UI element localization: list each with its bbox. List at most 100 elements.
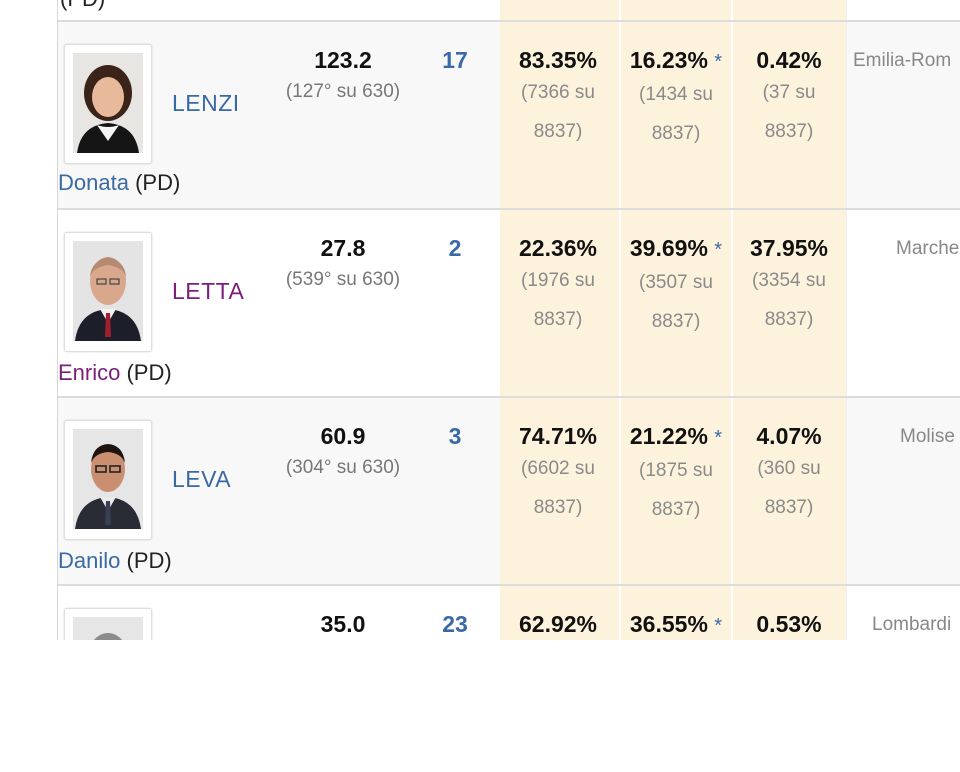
deputy-party: (PD) bbox=[135, 170, 181, 195]
score-value: 27.8 bbox=[320, 235, 366, 261]
pct-detail: 8837) bbox=[533, 309, 583, 330]
pct-cell-2: 21.22% * (1875 su 8837) bbox=[618, 398, 734, 529]
score-cell: 35.0 bbox=[278, 586, 408, 637]
count-link[interactable]: 2 bbox=[448, 235, 462, 261]
score-value: 35.0 bbox=[320, 611, 366, 637]
deputy-first-name-link[interactable]: Danilo bbox=[58, 548, 121, 573]
pct-value-row: 21.22% * bbox=[618, 423, 734, 451]
score-rank: (127° su 630) bbox=[285, 81, 401, 102]
pct-cell-2: 36.55% * bbox=[618, 586, 734, 639]
deputy-name: Danilo (PD) bbox=[58, 548, 172, 574]
score-rank: (539° su 630) bbox=[285, 269, 401, 290]
table-left-border bbox=[57, 0, 58, 640]
pct-detail: (7366 su bbox=[521, 82, 595, 103]
star-marker: * bbox=[714, 615, 723, 637]
vote-columns-highlight-overlay bbox=[500, 0, 846, 640]
deputy-photo[interactable] bbox=[64, 608, 152, 640]
pct-cell-1: 22.36% (1976 su 8837) bbox=[500, 210, 616, 339]
pct-value: 62.92% bbox=[518, 611, 597, 637]
pct-value: 22.36% bbox=[518, 235, 597, 261]
row-divider bbox=[58, 396, 960, 398]
pct-value: 21.22% bbox=[629, 423, 708, 449]
pct-value: 39.69% bbox=[629, 235, 708, 261]
pct-detail: (360 su bbox=[757, 458, 821, 479]
region-cell: Marche bbox=[896, 238, 960, 259]
star-marker: * bbox=[714, 51, 723, 73]
pct-detail: 8837) bbox=[533, 497, 583, 518]
pct-value-row: 36.55% * bbox=[618, 611, 734, 639]
region-cell: Molise bbox=[900, 426, 955, 447]
pct-value: 37.95% bbox=[749, 235, 828, 261]
pct-value: 36.55% bbox=[629, 611, 708, 637]
pct-value: 83.35% bbox=[518, 47, 597, 73]
pct-detail: 8837) bbox=[764, 497, 814, 518]
pct-value: 4.07% bbox=[756, 423, 822, 449]
pct-detail: 8837) bbox=[764, 309, 814, 330]
pct-detail: (37 su bbox=[762, 82, 816, 103]
deputy-name: Enrico (PD) bbox=[58, 360, 172, 386]
region-cell: Lombardi bbox=[872, 614, 952, 635]
pct-detail: (3507 su bbox=[639, 272, 713, 293]
pct-value-row: 39.69% * bbox=[618, 235, 734, 263]
pct-value-row: 16.23% * bbox=[618, 47, 734, 75]
star-marker: * bbox=[714, 427, 723, 449]
deputy-party: (PD) bbox=[126, 360, 172, 385]
pct-cell-3: 0.42% (37 su 8837) bbox=[731, 22, 847, 151]
pct-detail: (1976 su bbox=[521, 270, 595, 291]
pct-detail: 8837) bbox=[764, 121, 814, 142]
column-separator bbox=[731, 0, 733, 640]
pct-detail: (1875 su bbox=[639, 460, 713, 481]
pct-value: 0.42% bbox=[756, 47, 822, 73]
pct-detail: 8837) bbox=[651, 123, 701, 144]
column-separator bbox=[846, 0, 847, 640]
previous-row-party: (PD) bbox=[60, 0, 105, 12]
deputy-name: Donata (PD) bbox=[58, 170, 180, 196]
deputy-row-lenzi: LENZI Donata (PD) 123.2 (127° su 630) 17… bbox=[58, 22, 960, 208]
score-value: 123.2 bbox=[314, 47, 372, 73]
deputy-row-letta: LETTA Enrico (PD) 27.8 (539° su 630) 2 2… bbox=[58, 210, 960, 396]
pct-cell-1: 62.92% bbox=[500, 586, 616, 637]
score-cell: 60.9 (304° su 630) bbox=[278, 398, 408, 479]
deputy-surname-link[interactable]: LENZI bbox=[172, 90, 240, 116]
deputy-photo[interactable] bbox=[64, 232, 152, 352]
pct-detail: 8837) bbox=[651, 311, 701, 332]
deputy-first-name-link[interactable]: Donata bbox=[58, 170, 129, 195]
pct-detail: 8837) bbox=[651, 499, 701, 520]
row-divider bbox=[58, 20, 960, 22]
count-link[interactable]: 3 bbox=[448, 423, 462, 449]
row-divider bbox=[58, 208, 960, 210]
deputy-surname-link[interactable]: LEVA bbox=[172, 466, 232, 492]
score-cell: 27.8 (539° su 630) bbox=[278, 210, 408, 291]
deputy-party: (PD) bbox=[126, 548, 172, 573]
row-divider bbox=[58, 584, 960, 586]
pct-value: 74.71% bbox=[518, 423, 597, 449]
pct-detail: (3354 su bbox=[752, 270, 826, 291]
portrait-man-icon bbox=[73, 429, 143, 529]
count-link[interactable]: 17 bbox=[442, 47, 468, 73]
score-cell: 123.2 (127° su 630) bbox=[278, 22, 408, 103]
pct-detail: (1434 su bbox=[639, 84, 713, 105]
pct-cell-3: 37.95% (3354 su 8837) bbox=[731, 210, 847, 339]
star-marker: * bbox=[714, 239, 723, 261]
score-rank: (304° su 630) bbox=[285, 457, 401, 478]
score-value: 60.9 bbox=[320, 423, 366, 449]
pct-detail: (6602 su bbox=[521, 458, 595, 479]
deputy-photo[interactable] bbox=[64, 44, 152, 164]
deputy-photo[interactable] bbox=[64, 420, 152, 540]
pct-cell-2: 39.69% * (3507 su 8837) bbox=[618, 210, 734, 341]
deputy-first-name-link[interactable]: Enrico bbox=[58, 360, 121, 385]
pct-cell-2: 16.23% * (1434 su 8837) bbox=[618, 22, 734, 153]
portrait-man-icon bbox=[73, 241, 143, 341]
pct-cell-3: 4.07% (360 su 8837) bbox=[731, 398, 847, 527]
count-link[interactable]: 23 bbox=[442, 611, 468, 637]
portrait-man-icon bbox=[73, 617, 143, 640]
portrait-woman-icon bbox=[73, 53, 143, 153]
pct-value: 16.23% bbox=[629, 47, 708, 73]
deputy-surname-link[interactable]: LETTA bbox=[172, 278, 245, 304]
pct-cell-1: 74.71% (6602 su 8837) bbox=[500, 398, 616, 527]
pct-cell-1: 83.35% (7366 su 8837) bbox=[500, 22, 616, 151]
pct-detail: 8837) bbox=[533, 121, 583, 142]
column-separator bbox=[619, 0, 621, 640]
pct-value: 0.53% bbox=[756, 611, 822, 637]
deputy-row-partial: 35.0 23 62.92% 36.55% * 0.53% Lombardi bbox=[58, 586, 960, 640]
